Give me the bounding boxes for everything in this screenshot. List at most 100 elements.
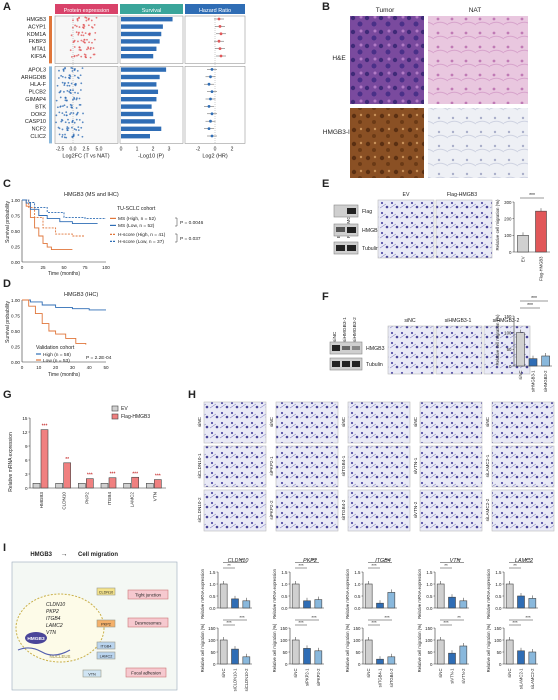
- expression-point: [81, 31, 84, 34]
- expression-point: [90, 19, 93, 22]
- bar-ev: [146, 483, 154, 489]
- diagram-arrow: →: [61, 551, 68, 558]
- significance: ***: [384, 615, 390, 620]
- survival-bar: [121, 31, 162, 37]
- expression-point: [71, 26, 74, 29]
- tick-label: 2: [152, 146, 155, 152]
- expression-point: [79, 49, 82, 52]
- hmgb3-node: [25, 632, 47, 644]
- axis-label: Time (months): [48, 372, 80, 378]
- significance: ***: [311, 558, 317, 563]
- tick-label: 0: [120, 146, 123, 152]
- bar: [387, 592, 396, 609]
- migration-image: [347, 489, 411, 532]
- bar: [535, 210, 547, 253]
- expression-point: [75, 107, 78, 109]
- hr-point: [209, 75, 212, 79]
- expression-point: [73, 96, 75, 99]
- migration-image: [203, 401, 267, 444]
- protein-label: VTN: [88, 673, 96, 677]
- expression-point: [86, 38, 88, 41]
- bar-ev: [100, 483, 109, 489]
- band: [332, 361, 340, 367]
- tick-label: 0.0: [70, 146, 77, 152]
- p-value: P = 0.037: [180, 236, 201, 242]
- hr-point: [218, 25, 222, 28]
- bar: [505, 639, 514, 665]
- expression-point: [56, 106, 59, 109]
- expression-point: [76, 54, 78, 57]
- gene-label: LAMC2: [46, 623, 63, 629]
- expression-point: [66, 129, 69, 131]
- hr-point: [207, 127, 211, 130]
- significance: ***: [529, 193, 535, 199]
- column-label: Tumor: [376, 7, 395, 14]
- legend-label: H-score (Low, n = 37): [118, 239, 164, 245]
- lane-label: siHMGB3-1: [342, 317, 348, 342]
- panel-letter-D: D: [3, 278, 11, 290]
- expression-point: [61, 112, 64, 115]
- significance: ***: [226, 620, 232, 625]
- gene-label: GIMAP4: [25, 97, 46, 103]
- tick-label: 1.00: [11, 298, 20, 303]
- tick-label: 20: [53, 365, 59, 370]
- bar: [314, 599, 323, 609]
- bar-ev: [32, 483, 41, 489]
- tick-label: 0.00: [11, 360, 20, 365]
- expression-point: [66, 89, 69, 92]
- expression-point: [77, 33, 80, 36]
- significance: ***: [527, 303, 533, 309]
- pathway-label: Tight junction: [135, 593, 162, 598]
- expression-point: [72, 135, 75, 138]
- dna-strand: [17, 647, 71, 656]
- expression-point: [56, 84, 59, 87]
- category-label: PKP2: [84, 492, 89, 504]
- gene-label: DOK2: [31, 112, 46, 118]
- axis-label: Survival probability: [5, 201, 11, 243]
- expression-point: [62, 105, 64, 108]
- expression-point: [84, 54, 87, 56]
- bar: [459, 600, 468, 609]
- category-label: siHMGB3-1: [531, 370, 536, 392]
- expression-point: [76, 69, 79, 72]
- tick-label: 1.0: [354, 582, 361, 587]
- expression-point: [88, 32, 91, 35]
- tick-label: 1.5: [354, 570, 361, 575]
- tick-label: 10: [36, 365, 42, 370]
- expression-point: [61, 75, 64, 78]
- gene-label: PKP2: [46, 609, 59, 615]
- band: [336, 245, 345, 251]
- tick-label: 1.0: [426, 582, 433, 587]
- survival-bar: [121, 111, 154, 117]
- image-label: siPKP2-1: [269, 456, 274, 476]
- axis-label: Relative cell migration (%): [495, 199, 500, 251]
- expression-point: [69, 113, 71, 116]
- protein-label: CLDN10: [99, 591, 114, 595]
- expression-point: [92, 53, 95, 56]
- expression-point: [69, 75, 72, 78]
- expression-point: [79, 74, 82, 77]
- axis-label: Survival probability: [5, 301, 11, 343]
- significance: ***: [155, 474, 161, 480]
- expression-point: [77, 129, 80, 132]
- expression-point: [61, 135, 64, 138]
- migration-image: [275, 401, 339, 444]
- image-label: siNC: [197, 416, 202, 427]
- blot-label: HMGB3: [366, 346, 385, 352]
- significance: **: [65, 457, 69, 463]
- expression-point: [62, 69, 65, 71]
- expression-point: [85, 19, 88, 22]
- column-label: NAT: [469, 7, 482, 14]
- hr-point: [207, 105, 211, 108]
- bar-flag: [86, 478, 94, 489]
- survival-bar: [121, 67, 167, 72]
- tick-label: 150: [494, 626, 502, 631]
- bar: [242, 656, 251, 665]
- he-nat-image: [428, 16, 528, 104]
- expression-point: [75, 25, 78, 28]
- bar-flag: [108, 477, 117, 489]
- axis-label: Time (months): [48, 271, 80, 277]
- tick-label: 100: [280, 638, 288, 643]
- hr-point: [217, 39, 221, 43]
- category-label: siVTN-1: [450, 668, 455, 684]
